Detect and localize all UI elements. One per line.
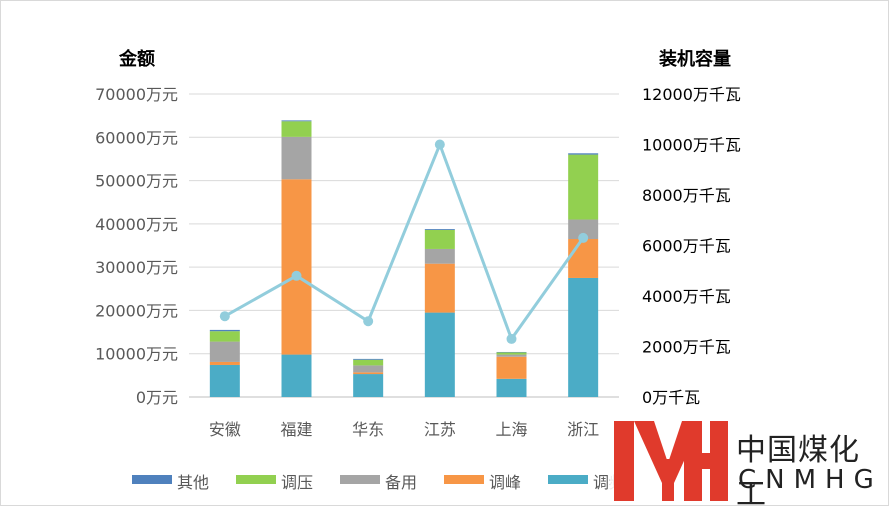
- right-axis-title: 装机容量: [659, 48, 731, 70]
- bar-segment: [281, 120, 312, 122]
- bar-segment: [353, 374, 384, 397]
- logo-mark: [614, 421, 728, 501]
- legend-swatch: [132, 475, 172, 484]
- bar-segment: [281, 121, 312, 137]
- left-tick-label: 20000万元: [95, 301, 178, 320]
- bar-segment: [209, 329, 240, 332]
- bar-segment: [424, 229, 455, 249]
- right-tick-label: 10000万千瓦: [642, 136, 741, 155]
- bar-segment: [353, 359, 384, 366]
- bar-segment: [496, 354, 527, 357]
- bar-segment: [568, 153, 599, 155]
- capacity-line: [219, 139, 589, 344]
- watermark-text-cn: 中国煤化工: [736, 433, 860, 506]
- watermark-text-en: CNMHG: [738, 465, 883, 495]
- category-label: 上海: [495, 420, 527, 439]
- legend-label: 调压: [281, 473, 313, 492]
- bar-segment: [353, 358, 384, 360]
- capacity-point: [363, 316, 374, 327]
- bar-segment: [496, 378, 527, 397]
- bar-segment: [424, 312, 455, 397]
- bar-segment: [353, 365, 384, 373]
- bar-segment: [281, 136, 312, 180]
- left-tick-label: 60000万元: [95, 128, 178, 147]
- right-tick-label: 0万千瓦: [642, 388, 700, 407]
- bar-segment: [424, 263, 455, 313]
- right-tick-label: 2000万千瓦: [642, 338, 731, 357]
- category-label: 安徽: [209, 420, 241, 439]
- capacity-point: [434, 139, 445, 150]
- gridlines: [189, 93, 619, 398]
- legend-swatch: [236, 475, 276, 484]
- bar-segment: [496, 352, 527, 355]
- left-tick-label: 0万元: [136, 388, 178, 407]
- left-tick-label: 30000万元: [95, 258, 178, 277]
- bar-segment: [424, 229, 455, 230]
- left-tick-label: 50000万元: [95, 172, 178, 191]
- bar-segment: [568, 219, 599, 240]
- category-labels: 安徽 福建 华东 江苏 上海 浙江: [209, 420, 599, 439]
- right-tick-label: 4000万千瓦: [642, 287, 731, 306]
- bar-segment: [281, 179, 312, 355]
- bar-segment: [568, 277, 599, 397]
- legend-swatch: [548, 475, 588, 484]
- capacity-point: [506, 333, 517, 344]
- capacity-point: [578, 232, 589, 243]
- bar-segment: [209, 364, 240, 397]
- category-label: 福建: [280, 420, 312, 439]
- legend-label: 调峰: [489, 473, 521, 492]
- legend-swatch: [444, 475, 484, 484]
- bars: [209, 120, 599, 397]
- bar-segment: [424, 248, 455, 264]
- legend-label: 其他: [177, 473, 209, 492]
- legend: 其他 调压 备用 调峰 调频: [132, 473, 625, 492]
- right-tick-label: 6000万千瓦: [642, 237, 731, 256]
- capacity-line-path: [224, 140, 585, 343]
- category-label: 浙江: [567, 420, 599, 439]
- bar-segment: [353, 372, 384, 375]
- bar-segment: [281, 354, 312, 397]
- left-tick-label: 70000万元: [95, 85, 178, 104]
- right-tick-label: 12000万千瓦: [642, 85, 741, 104]
- bar-segment: [209, 361, 240, 365]
- left-axis-title: 金额: [118, 48, 155, 70]
- watermark-logo: 中国煤化工 CNMHG: [610, 419, 888, 505]
- legend-swatch: [340, 475, 380, 484]
- right-tick-label: 8000万千瓦: [642, 186, 731, 205]
- bar-segment: [496, 356, 527, 379]
- axes: 金额 装机容量 0万元 10000万元 20000万元 30000万元 40000万元 5…: [95, 48, 741, 407]
- category-label: 华东: [352, 420, 384, 439]
- legend-label: 备用: [385, 473, 417, 492]
- bar-segment: [209, 331, 240, 342]
- bar-segment: [568, 239, 599, 278]
- bar-segment: [568, 154, 599, 220]
- bar-segment: [209, 341, 240, 362]
- category-label: 江苏: [424, 420, 456, 439]
- capacity-point: [219, 311, 230, 322]
- left-tick-label: 10000万元: [95, 345, 178, 364]
- capacity-point: [291, 270, 302, 281]
- left-tick-label: 40000万元: [95, 215, 178, 234]
